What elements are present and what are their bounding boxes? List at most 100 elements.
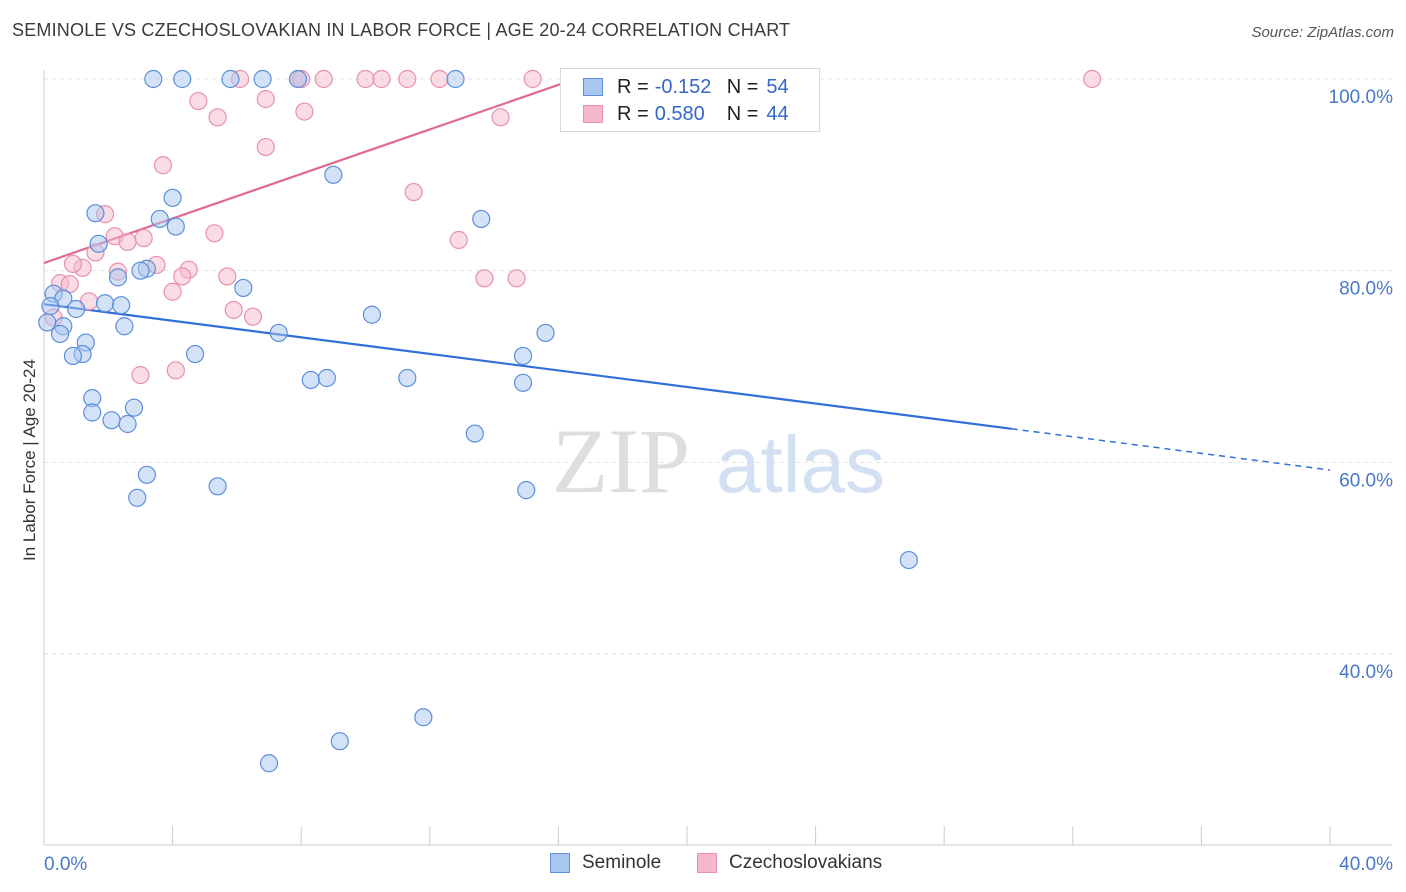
seminole-point — [131, 261, 150, 280]
seminole-point — [513, 346, 533, 366]
seminole-point — [102, 411, 121, 430]
seminole-point — [63, 346, 83, 366]
seminole-swatch — [550, 853, 570, 873]
r-label: R = — [617, 102, 649, 125]
czech-point — [163, 282, 182, 301]
seminole-point — [446, 69, 465, 89]
czech-point — [243, 307, 263, 326]
czech-point — [314, 69, 333, 89]
seminole-point — [137, 465, 156, 484]
czech-point — [372, 69, 391, 89]
y-tick-label: 80.0% — [1339, 279, 1393, 300]
seminole-point — [112, 296, 131, 315]
legend-row-czech: R = 0.580 N = 44 — [583, 102, 789, 126]
seminole-point — [186, 344, 205, 364]
czech-swatch — [583, 105, 603, 123]
seminole-point — [472, 209, 491, 229]
x-tick-label: 40.0% — [1339, 854, 1393, 875]
czech-point — [256, 137, 275, 157]
seminole-point — [324, 165, 343, 184]
czech-point — [256, 90, 275, 109]
seminole-point — [89, 234, 108, 253]
watermark: ZIP atlas — [552, 410, 885, 512]
seminole-point — [253, 69, 272, 89]
seminole-point — [124, 398, 144, 417]
y-tick-label: 60.0% — [1339, 470, 1393, 491]
czech-point — [189, 91, 208, 111]
seminole-points — [38, 69, 918, 773]
seminole-point — [362, 305, 382, 324]
czech-point — [398, 69, 417, 89]
y-tick-label: 100.0% — [1329, 87, 1394, 108]
czech-point — [131, 366, 150, 385]
czech-point — [1082, 69, 1102, 89]
r-value: -0.152 — [654, 75, 712, 98]
czech-point — [449, 230, 468, 250]
n-value: 44 — [766, 102, 789, 125]
n-label: N = — [726, 75, 759, 98]
czech-point — [491, 108, 510, 127]
legend-item-czech[interactable]: Czechoslovakians — [697, 852, 882, 874]
trend-lines — [43, 76, 1331, 471]
czech-point — [295, 102, 314, 121]
czech-point — [523, 69, 542, 89]
seminole-point — [83, 403, 102, 422]
czech-point — [475, 269, 494, 288]
czech-point — [118, 232, 137, 252]
seminole-point — [414, 708, 433, 727]
czech-point — [173, 267, 192, 286]
czech-point — [507, 269, 526, 288]
seminole-point — [301, 370, 320, 390]
czech-point — [218, 267, 237, 286]
seminole-point — [398, 368, 417, 388]
seminole-swatch — [583, 78, 603, 96]
czech-point — [356, 69, 375, 89]
r-label: R = — [617, 75, 649, 98]
czech-swatch — [697, 853, 717, 873]
seminole-point — [330, 732, 349, 751]
legend-label-seminole: Seminole — [582, 852, 662, 873]
seminole-point — [513, 373, 533, 392]
czech-point — [224, 300, 243, 320]
seminole-trend-line — [43, 303, 1012, 430]
gridlines — [44, 78, 1392, 655]
czech-point — [166, 361, 185, 380]
seminole-point — [517, 481, 536, 500]
czech-trend-line — [43, 76, 582, 265]
seminole-point — [288, 69, 308, 89]
seminole-point — [259, 754, 279, 773]
seminole-point — [317, 368, 337, 388]
n-value: 54 — [766, 75, 789, 98]
seminole-point — [163, 188, 182, 207]
legend-row-seminole: R = -0.152 N = 54 — [583, 75, 789, 99]
x-tick-label: 0.0% — [44, 854, 87, 875]
seminole-point — [208, 477, 227, 496]
seminole-point — [95, 294, 115, 313]
y-tick-label: 40.0% — [1339, 662, 1393, 683]
legend-item-seminole[interactable]: Seminole — [550, 852, 661, 874]
seminole-point — [67, 299, 86, 319]
seminole-point — [536, 323, 555, 343]
czech-point — [153, 156, 173, 175]
correlation-legend: R = -0.152 N = 54 R = 0.580 N = 44 — [560, 68, 820, 132]
czech-point — [205, 224, 224, 243]
seminole-point — [221, 69, 240, 89]
seminole-point — [234, 278, 253, 298]
legend-label-czech: Czechoslovakians — [729, 852, 883, 873]
seminole-point — [269, 323, 288, 343]
seminole-point — [118, 414, 137, 434]
source-label: Source: ZipAtlas.com — [1251, 24, 1394, 41]
seminole-point — [150, 209, 169, 229]
czech-point — [134, 228, 153, 248]
czech-point — [63, 254, 83, 274]
seminole-trend-extension — [1011, 428, 1331, 471]
seminole-point — [108, 268, 128, 287]
seminole-point — [50, 324, 70, 344]
czech-point — [430, 69, 449, 89]
czech-point — [208, 108, 227, 127]
seminole-point — [41, 297, 60, 316]
y-axis-title: In Labor Force | Age 20-24 — [20, 359, 39, 561]
seminole-point — [899, 550, 918, 570]
series-legend: Seminole Czechoslovakians — [0, 852, 1406, 878]
